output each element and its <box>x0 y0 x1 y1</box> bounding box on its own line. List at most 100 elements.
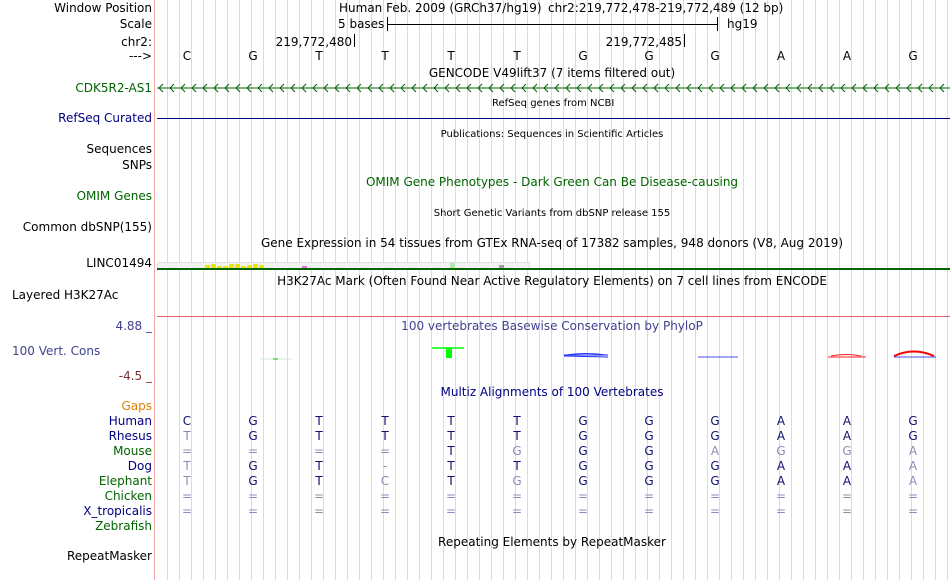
base-grid <box>156 0 950 580</box>
strand-arrow-icon <box>323 83 329 93</box>
scale-text: 5 bases <box>338 17 385 31</box>
strand-arrow-icon <box>213 83 219 93</box>
strand-arrow-icon <box>312 83 318 93</box>
publications-title: Publications: Sequences in Scientific Ar… <box>440 129 664 140</box>
alignment-base: G <box>248 474 258 488</box>
alignment-base: C <box>182 414 192 428</box>
alignment-base: T <box>381 429 389 443</box>
strand-arrow-icon <box>884 83 890 93</box>
strand-arrow-icon <box>444 83 450 93</box>
gtex-tissue-bar[interactable] <box>211 264 216 268</box>
alignment-base: G <box>644 459 654 473</box>
alignment-base: - <box>382 459 388 473</box>
sequences-track-label[interactable]: Sequences <box>86 142 152 156</box>
gtex-tissue-bar[interactable] <box>253 264 258 268</box>
alignment-base: = <box>247 444 259 458</box>
position-label[interactable]: chr2:219,772,478-219,772,489 (12 bp) <box>548 1 784 15</box>
cons-track-label[interactable]: 100 Vert. Cons <box>12 344 101 358</box>
strand-arrow-icon <box>477 83 483 93</box>
refseq-track-label[interactable]: RefSeq Curated <box>58 111 152 125</box>
alignment-base: A <box>842 429 852 443</box>
alignment-base: = <box>775 504 787 518</box>
gtex-tissue-bar[interactable] <box>302 266 307 268</box>
gtex-tissue-bar[interactable] <box>217 266 222 268</box>
strand-arrow-icon <box>499 83 505 93</box>
gtex-tissue-bar[interactable] <box>235 264 240 268</box>
gtex-tissue-bar[interactable] <box>247 265 252 268</box>
refseq-gene-feature[interactable] <box>157 118 950 119</box>
alignment-base: = <box>445 489 457 503</box>
strand-arrow-icon <box>697 83 703 93</box>
alignment-base: G <box>578 414 588 428</box>
strand-arrow-icon <box>807 83 813 93</box>
gencode-gene-feature[interactable] <box>156 83 950 93</box>
alignment-base: = <box>247 504 259 518</box>
strand-arrow-icon <box>422 83 428 93</box>
multiz-title: Multiz Alignments of 100 Vertebrates <box>440 385 664 399</box>
alignment-base: G <box>776 444 786 458</box>
species-label: Rhesus <box>108 429 152 443</box>
dbsnp-track-label[interactable]: Common dbSNP(155) <box>22 220 152 234</box>
gtex-tissue-bar[interactable] <box>205 265 210 268</box>
strand-arrow-icon <box>840 83 846 93</box>
gtex-tissue-bar[interactable] <box>229 264 234 268</box>
h3k27ac-track-label[interactable]: Layered H3K27Ac <box>12 288 119 302</box>
scale-bar <box>387 24 718 25</box>
base-letter: G <box>908 49 918 63</box>
alignment-base: T <box>183 474 191 488</box>
cons-wiggle <box>260 347 936 360</box>
base-letter: T <box>447 49 455 63</box>
strand-arrow-icon <box>796 83 802 93</box>
strand-arrow-icon <box>389 83 395 93</box>
alignment-base: A <box>842 474 852 488</box>
species-label: Zebrafish <box>95 519 152 533</box>
gtex-tissue-bar[interactable] <box>499 265 504 268</box>
strand-arrow-icon <box>609 83 615 93</box>
base-letter: G <box>710 49 720 63</box>
strand-arrow-icon <box>917 83 923 93</box>
gencode-track-label[interactable]: CDK5R2-AS1 <box>75 81 152 95</box>
alignment-base: G <box>644 444 654 458</box>
strand-arrow-icon <box>455 83 461 93</box>
alignment-base: G <box>710 429 720 443</box>
alignment-base: A <box>908 474 918 488</box>
species-label: Chicken <box>104 489 152 503</box>
gtex-tissue-bar[interactable] <box>450 263 455 268</box>
alignment-base: G <box>710 459 720 473</box>
alignment-base: = <box>907 504 919 518</box>
strand-arrow-icon <box>466 83 472 93</box>
strand-arrow-icon <box>719 83 725 93</box>
base-letter: A <box>776 49 786 63</box>
coord-tick-2 <box>684 34 685 47</box>
strand-arrow-icon <box>411 83 417 93</box>
chrom-label: chr2: <box>121 35 152 49</box>
alignment-base: = <box>841 489 853 503</box>
alignment-base: T <box>447 459 455 473</box>
gtex-tissue-bar[interactable] <box>223 266 228 268</box>
alignment-base: A <box>842 414 852 428</box>
strand-arrow-icon <box>631 83 637 93</box>
strand-arrow-icon <box>862 83 868 93</box>
strand-arrow-icon <box>829 83 835 93</box>
alignment-base: G <box>578 429 588 443</box>
db-label: hg19 <box>727 17 758 31</box>
strand-arrow-icon <box>532 83 538 93</box>
strand-arrow-icon <box>521 83 527 93</box>
strand-arrow-icon <box>554 83 560 93</box>
alignment-base: G <box>248 459 258 473</box>
strand-label: ---> <box>128 49 152 63</box>
strand-arrow-icon <box>257 83 263 93</box>
strand-arrow-icon <box>224 83 230 93</box>
gtex-tissue-bar[interactable] <box>259 265 264 268</box>
gtex-tissue-bar[interactable] <box>241 266 246 268</box>
coord-tick-1 <box>354 34 355 47</box>
omim-track-label[interactable]: OMIM Genes <box>76 189 152 203</box>
snps-track-label[interactable]: SNPs <box>122 158 152 172</box>
alignment-base: T <box>447 444 455 458</box>
base-letter: T <box>513 49 521 63</box>
strand-arrow-icon <box>620 83 626 93</box>
strand-arrow-icon <box>543 83 549 93</box>
scale-tick-right <box>717 17 718 31</box>
repeat-track-label[interactable]: RepeatMasker <box>66 549 152 563</box>
gtex-track-label[interactable]: LINC01494 <box>86 256 152 270</box>
